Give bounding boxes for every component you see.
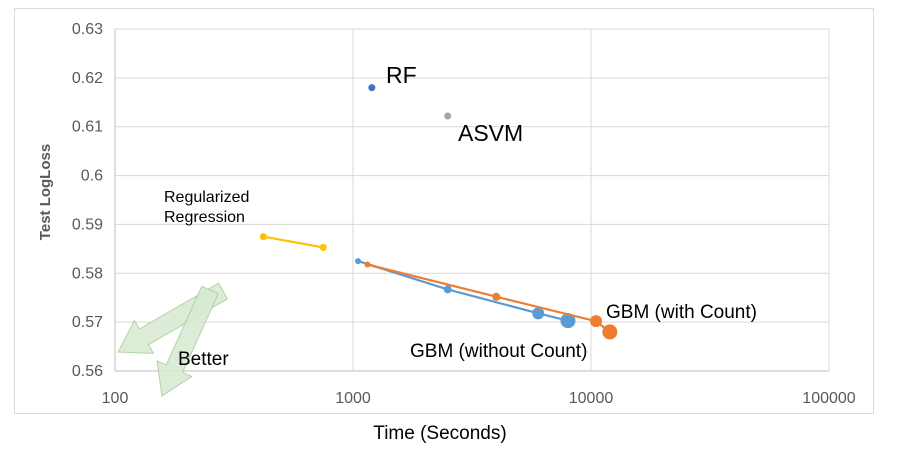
x-axis-label: Time (Seconds) (373, 423, 507, 444)
series-2 (259, 233, 327, 251)
data-point (368, 84, 376, 92)
y-tick-label: 0.63 (72, 21, 103, 38)
data-point (355, 258, 362, 265)
data-point (444, 112, 452, 120)
series-0 (368, 84, 376, 92)
better-arrow-down (156, 285, 219, 397)
series-labels: RF ASVM Regularized Regression GBM (without … (164, 62, 757, 362)
series-label: Regularized Regression (164, 189, 249, 226)
series-line (367, 263, 611, 333)
series-label: RF (386, 62, 417, 88)
data-point (590, 315, 603, 328)
y-tick-label: 0.61 (72, 119, 103, 136)
better-label: Better (178, 349, 229, 370)
x-tick-label: 1000 (335, 390, 371, 407)
better-arrows: Better (117, 282, 229, 397)
data-point (319, 243, 327, 251)
x-tick-label: 100000 (802, 390, 855, 407)
series-3 (355, 258, 576, 329)
y-axis-label: Test LogLoss (37, 144, 54, 240)
series-label: GBM (with Count) (606, 302, 757, 323)
series-4 (364, 261, 618, 340)
series-marks (259, 84, 618, 340)
y-tick-label: 0.56 (72, 363, 103, 380)
chart-frame (14, 8, 874, 414)
series-1 (444, 112, 452, 120)
series-line (357, 260, 569, 322)
series-label: ASVM (458, 120, 523, 146)
x-tick-label: 100 (102, 390, 129, 407)
data-point (443, 285, 452, 294)
series-label-line: Regularized (164, 189, 249, 206)
data-point (532, 307, 545, 320)
axes (114, 29, 829, 372)
data-point (560, 313, 576, 329)
grid-lines (115, 28, 830, 371)
data-point (492, 292, 501, 301)
y-tick-label: 0.57 (72, 314, 103, 331)
data-point (602, 324, 618, 340)
tick-labels: 0.56 0.57 0.58 0.59 0.6 0.61 0.62 0.63 100 1000 10… (72, 21, 856, 407)
x-tick-label: 10000 (569, 390, 614, 407)
y-tick-label: 0.59 (72, 216, 103, 233)
series-label-line: Regression (164, 209, 245, 226)
y-tick-label: 0.62 (72, 70, 103, 87)
series-line (263, 235, 324, 249)
data-point (259, 233, 267, 241)
data-point (364, 261, 371, 268)
series-label: GBM (without Count) (410, 341, 587, 362)
y-tick-label: 0.58 (72, 265, 103, 282)
y-tick-label: 0.6 (81, 168, 103, 185)
